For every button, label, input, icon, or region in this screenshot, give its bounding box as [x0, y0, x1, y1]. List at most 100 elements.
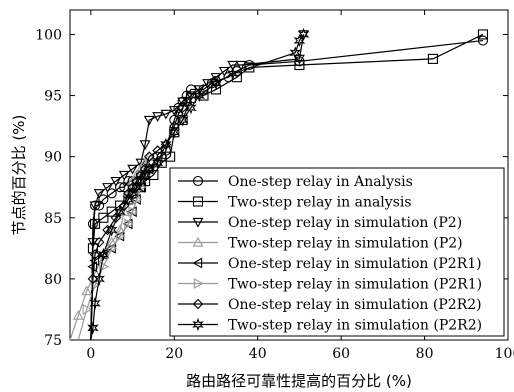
data-point	[132, 194, 143, 205]
legend-item: One-step relay in Analysis	[178, 174, 413, 190]
data-point	[210, 73, 222, 83]
data-point	[226, 66, 239, 81]
data-point	[297, 27, 310, 42]
data-point	[143, 162, 155, 176]
x-axis: 0 20 40 60 80 100	[86, 10, 514, 362]
data-point	[89, 218, 101, 229]
x-tick-label: 100	[495, 346, 514, 362]
data-point	[97, 247, 110, 262]
data-point	[169, 120, 180, 132]
data-point	[477, 29, 489, 40]
data-point	[152, 112, 164, 122]
data-point	[128, 206, 139, 218]
data-point	[87, 321, 99, 335]
data-point	[115, 230, 126, 242]
data-point	[477, 35, 489, 46]
data-point	[244, 62, 255, 73]
data-point	[114, 205, 126, 219]
y-tick-label: 95	[44, 89, 62, 105]
legend-marker	[192, 175, 204, 187]
legend-item: One-step relay in simulation (P2)	[178, 215, 462, 231]
legend-label: One-step relay in Analysis	[228, 174, 413, 190]
data-point	[289, 46, 301, 60]
data-point	[151, 156, 164, 170]
data-point	[110, 212, 122, 224]
y-tick-label: 75	[44, 333, 62, 349]
data-point	[93, 189, 105, 199]
data-point	[115, 182, 126, 193]
data-point	[294, 59, 305, 71]
data-point	[139, 140, 151, 151]
legend-label: One-step relay in simulation (P2R2)	[228, 297, 482, 313]
legend-label: One-step relay in simulation (P2)	[228, 215, 462, 231]
data-point	[143, 115, 155, 126]
plot-area	[69, 9, 509, 341]
data-point	[93, 272, 105, 286]
legend-item: Two-step relay in analysis	[178, 195, 412, 211]
data-point	[107, 242, 118, 254]
data-point	[210, 84, 222, 95]
y-tick-label: 90	[44, 150, 62, 166]
legend-marker	[192, 236, 204, 247]
data-point	[152, 145, 163, 156]
y-tick-label: 85	[44, 211, 62, 227]
data-point	[235, 60, 247, 71]
data-point	[193, 88, 206, 103]
data-point	[106, 206, 117, 217]
legend-marker	[192, 298, 204, 310]
data-point	[210, 76, 222, 90]
legend-label: One-step relay in simulation (P2R1)	[228, 256, 482, 272]
data-point	[165, 151, 176, 162]
x-tick-label: 20	[165, 346, 183, 362]
data-point	[98, 212, 109, 223]
data-point	[82, 304, 93, 315]
data-point	[87, 261, 98, 273]
legend-item: Two-step relay in simulation (P2)	[178, 236, 463, 252]
data-point	[118, 170, 130, 181]
legend-label: Two-step relay in analysis	[228, 195, 412, 211]
legend-item: Two-step relay in simulation (P2R2)	[178, 318, 482, 334]
legend-item: One-step relay in simulation (P2R2)	[178, 297, 482, 313]
y-axis-title: 节点的百分比 (%)	[10, 115, 28, 236]
data-point	[106, 223, 118, 237]
series-8	[87, 27, 310, 341]
legend-box	[169, 167, 505, 337]
data-point	[127, 164, 139, 175]
data-point	[89, 249, 101, 260]
data-point	[124, 218, 135, 230]
data-point	[193, 85, 205, 96]
legend-label: Two-step relay in simulation (P2R1)	[228, 277, 482, 293]
data-point	[218, 66, 230, 77]
data-point	[90, 279, 101, 291]
data-point	[81, 285, 93, 296]
legend-marker	[192, 257, 203, 269]
data-point	[177, 102, 188, 114]
data-point	[185, 101, 197, 115]
data-point	[143, 151, 155, 161]
x-tick-label: 0	[86, 346, 95, 362]
x-axis-title: 路由路径可靠性提高的百分比 (%)	[186, 372, 412, 390]
legend-label: Two-step relay in simulation (P2R2)	[228, 318, 482, 334]
data-point	[427, 53, 438, 64]
data-point	[227, 60, 239, 71]
x-tick-label: 60	[332, 346, 350, 362]
series-line	[77, 174, 146, 341]
legend-label: Two-step relay in simulation (P2)	[228, 236, 463, 252]
data-point	[72, 309, 84, 320]
data-point	[202, 79, 214, 89]
x-tick-label: 80	[416, 346, 434, 362]
data-point	[176, 113, 189, 127]
data-point	[106, 188, 117, 199]
legend-item: Two-step relay in simulation (P2R1)	[178, 277, 482, 293]
data-point	[168, 125, 180, 139]
data-point	[160, 137, 172, 152]
x-tick-label: 40	[249, 346, 267, 362]
y-tick-label: 100	[35, 27, 62, 43]
series-line	[90, 39, 484, 341]
data-point	[177, 97, 189, 108]
data-point	[98, 194, 109, 205]
legend-marker	[193, 278, 204, 289]
data-point	[143, 151, 155, 162]
legend-marker	[192, 217, 204, 228]
